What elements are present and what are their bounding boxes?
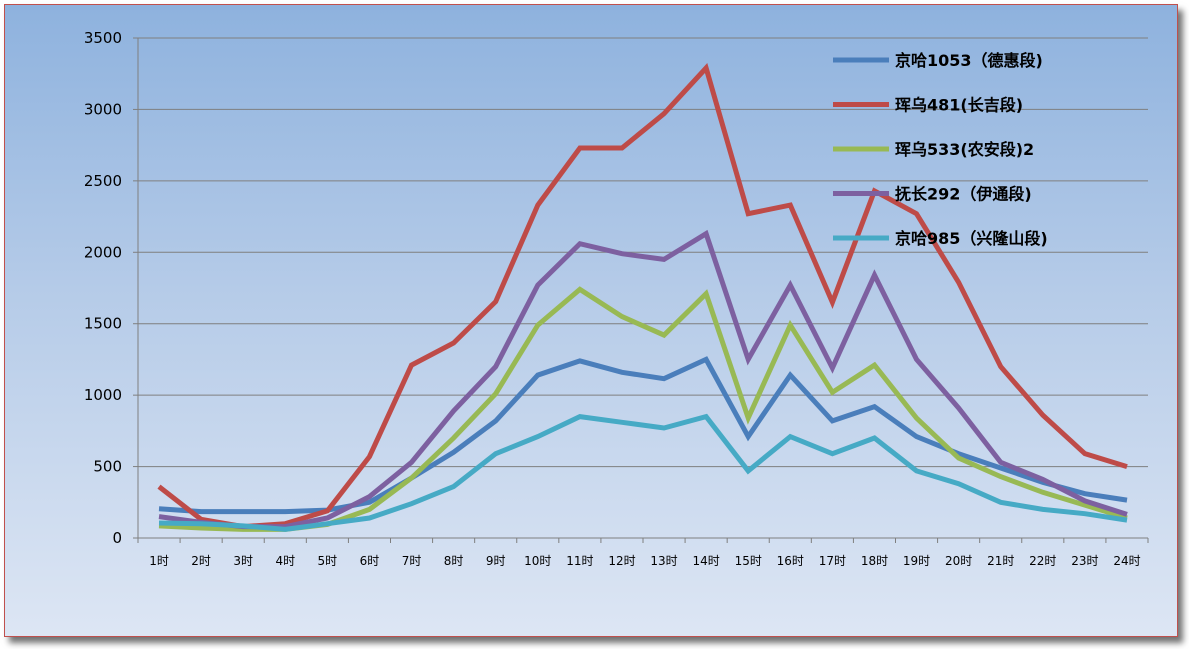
x-tick-label: 14时 <box>692 554 719 568</box>
legend-label: 抚长292（伊通段) <box>895 185 1032 204</box>
x-tick-label: 12时 <box>608 554 635 568</box>
y-tick-label: 3500 <box>84 29 122 47</box>
axes: 0 500 1000 1500 2000 2500 3000 3500 1时 2时 3时 4时 5时 6时… <box>84 29 1149 568</box>
x-tick-label: 9时 <box>486 554 506 568</box>
x-tick-label: 20时 <box>945 554 972 568</box>
x-tick-label: 17时 <box>819 554 846 568</box>
legend-label: 京哈985（兴隆山段) <box>895 229 1048 248</box>
x-tick-label: 22时 <box>1029 554 1056 568</box>
x-tick-label: 15时 <box>735 554 762 568</box>
x-tick-label: 3时 <box>233 554 253 568</box>
legend-label: 珲乌533(农安段)2 <box>895 140 1034 159</box>
y-tick-label: 0 <box>112 529 122 547</box>
x-tick-label: 24时 <box>1113 554 1140 568</box>
legend-label: 珲乌481(长吉段) <box>895 96 1023 115</box>
x-tick-label: 4时 <box>275 554 295 568</box>
x-tick-label: 5时 <box>318 554 338 568</box>
series-line-4 <box>158 229 1128 530</box>
y-tick-label: 2000 <box>84 243 122 261</box>
x-tick-label: 8时 <box>444 554 464 568</box>
y-tick-label: 1000 <box>84 386 122 404</box>
legend: 京哈1053（德惠段) 珲乌481(长吉段) 珲乌533(农安段)2 抚长292（伊通… <box>833 51 1048 248</box>
y-tick-label: 500 <box>93 458 122 476</box>
series-line-2 <box>157 63 1128 530</box>
series-line-5 <box>158 413 1128 532</box>
x-tick-label: 10时 <box>524 554 551 568</box>
x-tick-label: 11时 <box>566 554 593 568</box>
series-lines <box>157 63 1128 532</box>
x-tick-label: 1时 <box>149 554 169 568</box>
x-tick-label: 18时 <box>861 554 888 568</box>
x-tick-label: 21时 <box>987 554 1014 568</box>
x-tick-label: 16时 <box>777 554 804 568</box>
y-tick-label: 3000 <box>84 100 122 118</box>
x-tick-label: 7时 <box>402 554 422 568</box>
x-tick-label: 19时 <box>903 554 930 568</box>
x-tick-label: 6时 <box>360 554 380 568</box>
x-tick-label: 13时 <box>650 554 677 568</box>
y-tick-label: 2500 <box>84 172 122 190</box>
series-line-1 <box>158 356 1128 515</box>
y-tick-label: 1500 <box>84 315 122 333</box>
x-tick-label: 23时 <box>1071 554 1098 568</box>
x-tick-label: 2时 <box>191 554 211 568</box>
legend-label: 京哈1053（德惠段) <box>895 51 1043 70</box>
